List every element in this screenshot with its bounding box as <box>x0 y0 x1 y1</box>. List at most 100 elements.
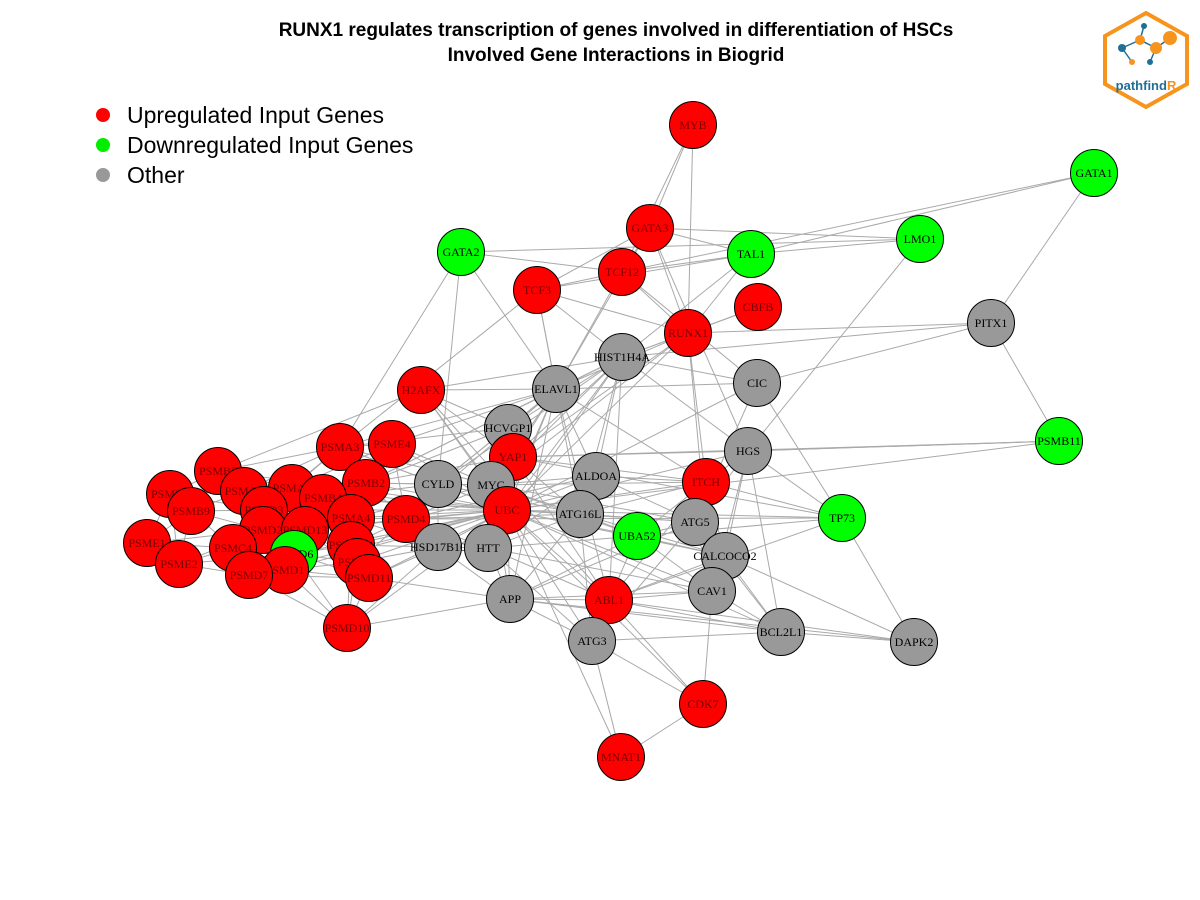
node-label-aldoa: ALDOA <box>575 469 617 483</box>
node-label-calcoco2: CALCOCO2 <box>693 549 756 563</box>
node-label-hgs: HGS <box>736 444 760 458</box>
node-label-psma4: PSMA4 <box>332 511 371 525</box>
edge-gata2-tcf12 <box>460 251 623 273</box>
edge-gata2-cyld <box>437 251 462 485</box>
node-circle-psmb11 <box>1035 417 1083 465</box>
node-circle-runx1 <box>664 309 712 357</box>
node-circle-hist1h4a <box>598 333 646 381</box>
node-circle-uba52 <box>613 512 661 560</box>
pathfindr-logo-text: pathfindR <box>1100 78 1192 93</box>
node-mnat1: MNAT1 <box>597 733 645 781</box>
edge-runx1-pitx1 <box>687 322 992 334</box>
legend-label-upregulated: Upregulated Input Genes <box>127 101 385 128</box>
node-label-abl1: ABL1 <box>594 593 624 607</box>
edge-lmo1-hgs <box>747 238 921 452</box>
edge-myb-runx1 <box>687 124 694 334</box>
legend-marker-other <box>96 168 110 182</box>
edge-psma3-myc <box>339 446 492 486</box>
node-circle-psme4 <box>368 420 416 468</box>
edges-layer <box>146 124 1095 758</box>
node-label-htt: HTT <box>476 541 500 555</box>
node-cyld: CYLD <box>414 460 462 508</box>
node-label-hist1h4a: HIST1H4A <box>594 350 650 364</box>
legend-label-other: Other <box>127 161 185 188</box>
node-label-psmd2: PSMD2 <box>244 523 283 537</box>
node-label-cav1: CAV1 <box>697 584 727 598</box>
node-psme2: PSME2 <box>155 540 203 588</box>
nodes-layer: MYB GATA3 GATA1 LMO1 GATA2 TAL1 TCF12 TCF3 CBFB R… <box>123 101 1118 781</box>
node-circle-cyld <box>414 460 462 508</box>
edge-h2afx-psmb3 <box>217 389 422 472</box>
node-psmd4: PSMD4 <box>382 495 430 543</box>
node-label-psma3: PSMA3 <box>321 440 360 454</box>
edge-ubc-cav1 <box>506 509 713 592</box>
node-circle-cbfb <box>734 283 782 331</box>
node-label-tcf12: TCF12 <box>605 265 639 279</box>
node-psmd11: PSMD11 <box>345 554 393 602</box>
edge-hist1h4a-h2afx <box>420 356 623 391</box>
edge-elavl1-psme4 <box>391 388 557 445</box>
node-label-psmc4: PSMC4 <box>214 541 252 555</box>
node-label-psmb2: PSMB2 <box>347 476 385 490</box>
node-label-tal1: TAL1 <box>737 247 765 261</box>
node-label-psmd7: PSMD7 <box>230 568 269 582</box>
node-tal1: TAL1 <box>727 230 775 278</box>
edge-app-bcl2l1 <box>509 598 782 633</box>
node-elavl1: ELAVL1 <box>532 365 580 413</box>
logo-text-main: pathfind <box>1115 78 1167 93</box>
node-label-gata1: GATA1 <box>1075 166 1112 180</box>
node-cbfb: CBFB <box>734 283 782 331</box>
node-tcf3: TCF3 <box>513 266 561 314</box>
legend-marker-upregulated <box>96 108 110 122</box>
chart-title-line-1: RUNX1 regulates transcription of genes i… <box>278 20 954 41</box>
edge-tp73-uba52 <box>636 517 843 537</box>
legend-label-downregulated: Downregulated Input Genes <box>127 131 414 158</box>
edge-app-psmd10 <box>346 598 511 629</box>
node-hgs: HGS <box>724 427 772 475</box>
node-circle-psmd11 <box>345 554 393 602</box>
node-label-cic: CIC <box>747 376 767 390</box>
edge-tcf3-psma3 <box>339 289 538 448</box>
node-label-gata2: GATA2 <box>442 245 479 259</box>
node-label-psme2: PSME2 <box>160 557 197 571</box>
node-label-psme4: PSME4 <box>373 437 410 451</box>
node-circle-tcf12 <box>598 248 646 296</box>
pathfindr-logo: pathfindR <box>1100 10 1192 110</box>
node-circle-tcf3 <box>513 266 561 314</box>
legend-item-upregulated: Upregulated Input Genes <box>96 100 413 130</box>
node-hist1h4a: HIST1H4A <box>594 333 650 381</box>
node-label-pitx1: PITX1 <box>975 316 1008 330</box>
node-circle-psma3 <box>316 423 364 471</box>
edge-gata2-psma3 <box>339 251 462 448</box>
node-uba52: UBA52 <box>613 512 661 560</box>
node-label-h2afx: H2AFX <box>402 383 441 397</box>
node-gata3: GATA3 <box>626 204 674 252</box>
node-circle-atg16l <box>556 490 604 538</box>
node-circle-elavl1 <box>532 365 580 413</box>
node-circle-lmo1 <box>896 215 944 263</box>
node-label-psmd10: PSMD10 <box>325 621 370 635</box>
node-psmd7: PSMD7 <box>225 551 273 599</box>
edge-runx1-ubc <box>506 332 689 511</box>
node-circle-psmb9 <box>167 487 215 535</box>
node-circle-tp73 <box>818 494 866 542</box>
edge-atg5-app <box>509 521 696 600</box>
edge-hist1h4a-hgs <box>621 356 749 452</box>
node-circle-bcl2l1 <box>757 608 805 656</box>
node-circle-psmd4 <box>382 495 430 543</box>
node-circle-cdk7 <box>679 680 727 728</box>
node-circle-pitx1 <box>967 299 1015 347</box>
node-circle-gata3 <box>626 204 674 252</box>
edge-cic-elavl1 <box>555 382 758 390</box>
node-label-cyld: CYLD <box>422 477 455 491</box>
node-app: APP <box>486 575 534 623</box>
edge-elavl1-itch <box>555 388 707 483</box>
logo-text-accent: R <box>1166 78 1177 93</box>
edge-calcoco2-dapk2 <box>724 555 915 643</box>
node-label-psmd4: PSMD4 <box>387 512 426 526</box>
node-label-psmb9: PSMB9 <box>172 504 210 518</box>
edge-tal1-hist1h4a <box>621 253 752 358</box>
node-htt: HTT <box>464 524 512 572</box>
node-lmo1: LMO1 <box>896 215 944 263</box>
node-gata2: GATA2 <box>437 228 485 276</box>
